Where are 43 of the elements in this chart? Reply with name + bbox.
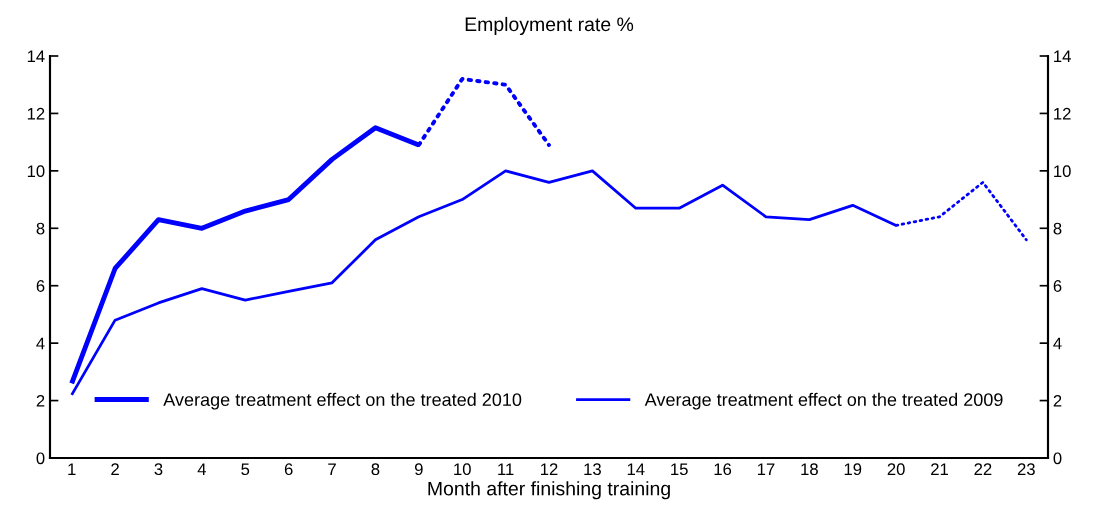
x-tick-label: 7 <box>328 463 336 475</box>
x-tick-label: 2 <box>111 463 119 475</box>
x-tick-label: 15 <box>671 463 688 476</box>
x-tick-label: 22 <box>974 463 992 475</box>
y-tick-label: 0 <box>36 452 45 465</box>
y-tick-label: 8 <box>36 222 45 235</box>
legend-label: Average treatment effect on the treated 2010 <box>163 392 522 410</box>
x-tick-label: 19 <box>844 463 862 476</box>
x-tick-label: 17 <box>757 463 775 475</box>
y-tick-label: 14 <box>27 50 45 63</box>
x-tick-label: 12 <box>541 463 558 475</box>
x-tick-label: 20 <box>887 463 905 476</box>
y-tick-label: 6 <box>36 280 45 292</box>
y-tick-label: 2 <box>36 394 45 407</box>
y2-tick-label: 6 <box>1053 280 1062 292</box>
x-tick-label: 11 <box>498 463 514 475</box>
y2-tick-label: 2 <box>1053 394 1062 407</box>
x-tick-label: 5 <box>241 463 250 476</box>
x-tick-label: 14 <box>627 463 645 475</box>
x-tick-label: 18 <box>801 463 818 476</box>
x-tick-label: 1 <box>68 463 76 475</box>
y2-tick-label: 14 <box>1054 50 1071 63</box>
x-tick-label: 8 <box>371 463 380 476</box>
x-tick-label: 9 <box>414 463 423 476</box>
y2-tick-label: 0 <box>1053 452 1062 465</box>
y-tick-label: 12 <box>27 107 45 120</box>
y2-tick-label: 10 <box>1054 165 1071 178</box>
chart-title: Employment rate % <box>465 16 634 36</box>
x-tick-label: 3 <box>154 463 163 476</box>
x-tick-label: 10 <box>454 463 471 476</box>
x-tick-label: 21 <box>931 463 948 475</box>
y2-tick-label: 12 <box>1054 107 1071 120</box>
x-axis-title: Month after finishing training <box>428 481 670 500</box>
x-tick-label: 6 <box>284 463 293 476</box>
y2-tick-label: 4 <box>1053 337 1062 350</box>
x-tick-label: 23 <box>1017 463 1035 476</box>
legend-label: Average treatment effect on the treated 2009 <box>644 392 1003 410</box>
y2-tick-label: 8 <box>1053 222 1062 235</box>
y-tick-label: 10 <box>27 165 45 178</box>
x-tick-label: 4 <box>197 463 207 475</box>
x-tick-label: 13 <box>584 463 601 476</box>
y-tick-label: 4 <box>36 337 45 350</box>
x-tick-label: 16 <box>714 463 732 476</box>
